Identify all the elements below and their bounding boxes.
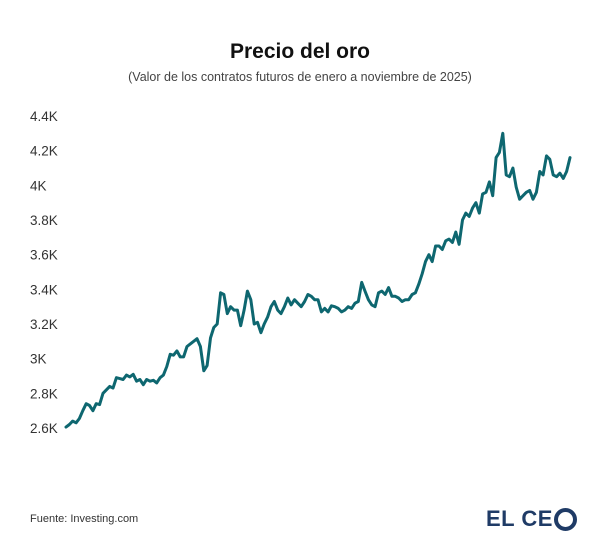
y-tick-label: 4.2K bbox=[30, 144, 58, 159]
y-tick-label: 3.2K bbox=[30, 317, 58, 332]
chart-subtitle: (Valor de los contratos futuros de enero… bbox=[128, 70, 472, 84]
series-line bbox=[64, 131, 572, 429]
y-tick-label: 3K bbox=[30, 352, 47, 367]
gold-price-chart: 2.6K 2.8K 3K 3.2K 3.4K 3.6K 3.8K 4K 4.2K 4.4K bbox=[30, 109, 572, 436]
y-tick-label: 2.6K bbox=[30, 421, 58, 436]
y-tick-label: 4.4K bbox=[30, 109, 58, 124]
logo-text: EL CE bbox=[486, 506, 553, 531]
y-axis: 2.6K 2.8K 3K 3.2K 3.4K 3.6K 3.8K 4K 4.2K 4.4K bbox=[30, 109, 58, 436]
source-note: Fuente: Investing.com bbox=[30, 513, 139, 525]
el-ceo-logo: EL CE bbox=[486, 506, 577, 532]
y-tick-label: 3.4K bbox=[30, 282, 58, 297]
logo-o-ring-icon bbox=[553, 507, 577, 531]
y-tick-label: 4K bbox=[30, 178, 47, 193]
y-tick-label: 2.8K bbox=[30, 386, 58, 401]
y-tick-label: 3.6K bbox=[30, 248, 58, 263]
chart-title: Precio del oro bbox=[229, 40, 371, 63]
y-tick-label: 3.8K bbox=[30, 213, 58, 228]
plot-area bbox=[64, 131, 572, 429]
